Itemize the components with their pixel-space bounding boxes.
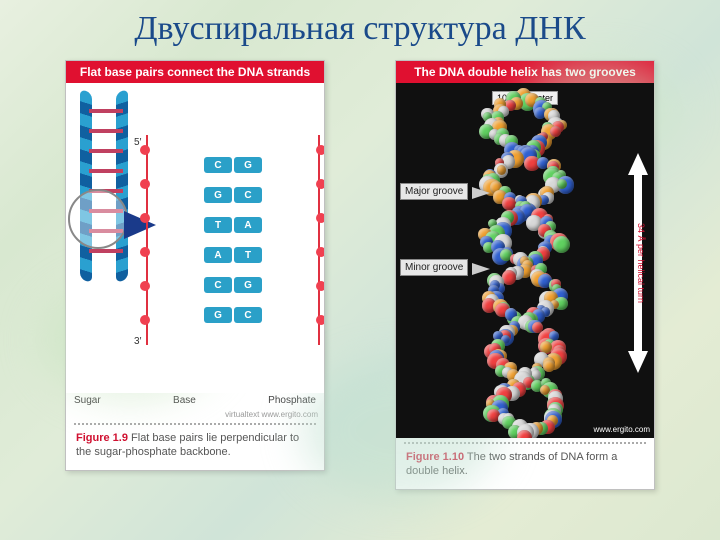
base: C [204,157,232,173]
ergito-credit: www.ergito.com [594,425,650,434]
base-pair-row: GC [158,307,308,323]
sugar-dot [316,179,324,189]
sugar-dot [140,315,150,325]
backbone-left [146,135,148,345]
sugar-dot [316,213,324,223]
sugar-dot [140,145,150,155]
minor-groove-label: Minor groove [400,259,468,276]
sugar-dot [140,247,150,257]
sugar-dot [140,281,150,291]
figure-1-9: Flat base pairs connect the DNA strands … [65,60,325,471]
sugar-dot [316,247,324,257]
atom [550,126,561,137]
atom [540,341,552,353]
base: A [204,247,232,263]
base: G [204,187,232,203]
base: C [204,277,232,293]
base-pair-row: TA [158,217,308,233]
sugar-dot [140,213,150,223]
base-pair-row: GC [158,187,308,203]
helix-ribbon [116,89,128,283]
helix-rung [89,149,123,153]
base: A [234,217,262,233]
helix-rung [89,129,123,133]
base-pair-row: CG [158,157,308,173]
axis-sugar: Sugar [74,395,101,406]
fig-right-diagram: 10 Å diameter Major groove Minor groove … [396,83,654,438]
base-pair-row: AT [158,247,308,263]
base-pair-ladder: 5′ 3′ 3′ 5′ CG GC TA AT CG [158,143,308,337]
atom [543,360,555,372]
atom [553,236,570,253]
helix-rung [89,109,123,113]
fig-left-diagram: 5′ 3′ 3′ 5′ CG GC TA AT CG [66,83,324,393]
space-fill-model [470,89,580,429]
axis-base: Base [173,395,196,406]
base: T [204,217,232,233]
figure-number: Figure 1.9 [76,432,128,444]
base: T [234,247,262,263]
arrow-icon [472,263,490,275]
vertical-arrow-text: 34 Å per helical turn [632,165,646,361]
figure-1-10: The DNA double helix has two grooves 10 … [395,60,655,490]
sugar-dot [316,315,324,325]
backbone-right [318,135,320,345]
base: G [204,307,232,323]
base: C [234,307,262,323]
atom [502,270,517,285]
end-label-3prime: 3′ [134,336,141,347]
separator [74,423,316,425]
base-pair-row: CG [158,277,308,293]
fig-left-caption: Figure 1.9 Flat base pairs lie perpendic… [66,429,324,464]
fig-left-banner: Flat base pairs connect the DNA strands [66,61,324,83]
highlight-circle [68,189,128,249]
helix-rung [89,249,123,253]
sugar-dot [140,179,150,189]
helix-rung [89,169,123,173]
arrow-icon [472,187,490,199]
helix-ribbon [80,89,92,283]
base: G [234,277,262,293]
sugar-dot [316,145,324,155]
page-title: Двуспиральная структура ДНК [0,0,720,48]
helix-schematic [76,91,136,281]
base: G [234,157,262,173]
major-groove-label: Major groove [400,183,468,200]
watermark: virtualtext www.ergito.com [66,410,324,419]
sugar-dot [316,281,324,291]
base: C [234,187,262,203]
